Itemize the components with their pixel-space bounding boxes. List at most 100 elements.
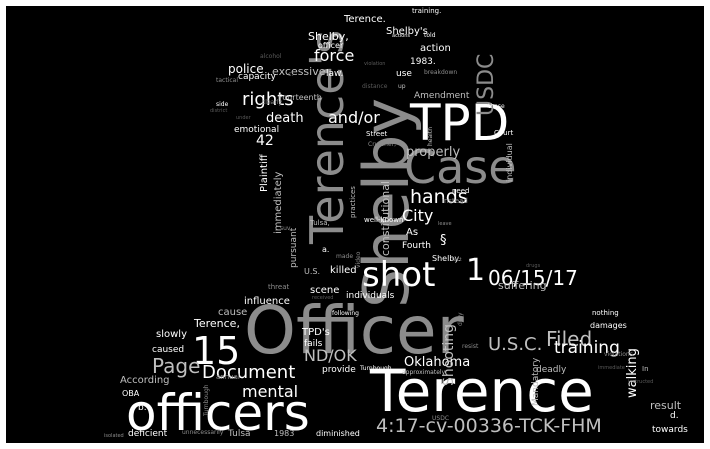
word-well-known: well-known bbox=[364, 216, 404, 224]
word-police: police bbox=[228, 62, 264, 76]
word-usc: U.S.C. bbox=[488, 334, 543, 355]
word-usdc-small: USDC bbox=[432, 415, 450, 422]
word-individuals: individuals bbox=[346, 291, 395, 301]
word-a: a. bbox=[322, 245, 330, 254]
word-turnbough: Turnbough bbox=[203, 384, 210, 416]
word-annual: annual bbox=[216, 373, 240, 381]
word-hands: hands bbox=[410, 186, 468, 208]
word-section: § bbox=[440, 233, 447, 248]
word-case-number: 4:17-cv-00336-TCK-FHM bbox=[376, 415, 602, 437]
word-fifteen: 15 bbox=[192, 329, 241, 373]
word-filed: Filed bbox=[546, 327, 593, 351]
word-1983b: 1983 bbox=[274, 429, 295, 438]
word-1983: 1983. bbox=[410, 57, 436, 67]
word-us: U.S. bbox=[304, 267, 321, 276]
word-cause: cause bbox=[218, 307, 248, 318]
word-crutcher: Crutcher, bbox=[368, 141, 396, 148]
word-action: action bbox=[420, 43, 451, 54]
word-pursuant: pursuant bbox=[289, 227, 299, 268]
word-unnecessarily: unnecessarily bbox=[182, 429, 224, 436]
word-street: Street bbox=[366, 130, 388, 138]
word-video: video bbox=[355, 251, 362, 268]
word-terence-dot: Terence. bbox=[344, 14, 386, 25]
word-law: law. bbox=[326, 69, 344, 79]
word-clearly: clearly bbox=[262, 99, 283, 106]
word-42: 42 bbox=[256, 133, 274, 149]
word-influence: influence bbox=[244, 296, 290, 307]
word-distance: distance bbox=[362, 83, 388, 90]
word-approximately: approximately bbox=[402, 369, 446, 376]
word-nothing: nothing bbox=[592, 309, 619, 317]
word-and-or: and/or bbox=[328, 108, 380, 127]
word-training: training bbox=[554, 338, 620, 358]
word-killed: killed bbox=[330, 265, 357, 276]
word-violations: violations bbox=[604, 351, 633, 358]
word-capacity: capacity bbox=[238, 72, 276, 82]
word-need: need bbox=[452, 187, 470, 195]
word-page: Page bbox=[152, 354, 201, 378]
word-according: According bbox=[120, 375, 170, 386]
word-mental: mental bbox=[242, 382, 299, 401]
word-cloud: Officer Terence officers Shelby Terence'… bbox=[6, 6, 704, 443]
word-health: health bbox=[427, 127, 434, 146]
word-suffering: suffering bbox=[498, 279, 547, 292]
word-following: following bbox=[332, 310, 359, 317]
word-force: force bbox=[314, 46, 355, 65]
word-under: under bbox=[236, 115, 251, 121]
word-shelby-dot: Shelby. bbox=[432, 254, 461, 263]
word-duty: duty bbox=[457, 312, 464, 326]
word-rights: rights bbox=[242, 89, 294, 110]
word-violation: violation bbox=[364, 61, 386, 67]
word-actions: actions bbox=[392, 33, 410, 39]
word-scene: scene bbox=[310, 285, 340, 296]
word-excessive: excessive bbox=[272, 65, 326, 78]
word-terence-comma: Terence, bbox=[194, 317, 240, 330]
word-damages: damages bbox=[590, 321, 627, 330]
word-death: death bbox=[266, 111, 304, 126]
word-amendment: Amendment bbox=[414, 91, 470, 101]
word-drugs: drugs bbox=[526, 263, 541, 269]
word-slowly: slowly bbox=[156, 329, 187, 340]
word-result: result bbox=[650, 399, 682, 412]
word-leave: leave bbox=[438, 221, 452, 227]
word-c: c. bbox=[288, 71, 294, 78]
word-deadly: deadly bbox=[536, 365, 567, 375]
word-b: b. bbox=[138, 403, 147, 413]
word-case: Case bbox=[404, 140, 517, 194]
word-tpd: TPD bbox=[410, 94, 510, 152]
word-shelbys: Shelby's bbox=[386, 26, 428, 37]
word-instructed: instructed bbox=[628, 379, 654, 385]
word-threat: threat bbox=[268, 283, 290, 291]
word-in: In bbox=[642, 365, 649, 373]
word-d: d. bbox=[670, 411, 679, 421]
word-use: use bbox=[396, 69, 412, 79]
word-individual: individual bbox=[505, 143, 514, 182]
word-fourteenth: Fourteenth bbox=[278, 93, 322, 102]
word-fact: fact bbox=[452, 257, 462, 263]
word-resist: resist bbox=[462, 343, 479, 350]
word-caused: caused bbox=[152, 345, 185, 355]
word-received: received bbox=[312, 295, 334, 301]
word-nd-ok: ND/OK bbox=[304, 346, 357, 365]
word-mandatory: Mandatory bbox=[531, 357, 541, 406]
word-alcohol: alcohol bbox=[260, 53, 282, 60]
word-isolated: isolated bbox=[104, 433, 124, 439]
word-as: As bbox=[406, 227, 419, 238]
word-fails: fails bbox=[304, 339, 323, 349]
word-tulsa-comma: Tulsa, bbox=[310, 219, 330, 227]
word-shelby-comma: Shelby, bbox=[308, 30, 349, 43]
word-emotional: emotional bbox=[234, 125, 280, 135]
word-turnbough-dot: Turnbough. bbox=[360, 365, 394, 372]
word-tpds: TPD's bbox=[302, 327, 330, 338]
word-side: side bbox=[216, 101, 229, 108]
word-instead: instead bbox=[442, 197, 468, 205]
word-shooting: Shooting bbox=[441, 323, 457, 386]
word-officer-small: officer bbox=[318, 41, 344, 50]
word-deficient: deficient bbox=[128, 429, 168, 439]
word-court: Court bbox=[494, 129, 514, 137]
word-provide: provide bbox=[322, 365, 356, 375]
word-told: told bbox=[424, 32, 436, 39]
word-towards: towards bbox=[652, 425, 688, 435]
word-properly: properly bbox=[406, 145, 461, 160]
